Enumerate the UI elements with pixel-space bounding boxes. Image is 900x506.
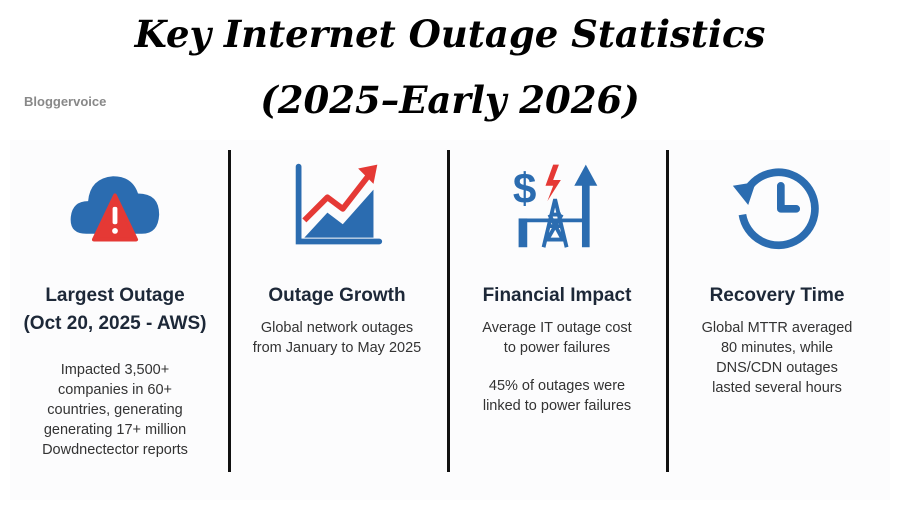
- stat-body-secondary: 45% of outages were linked to power fail…: [452, 376, 662, 416]
- watermark-logo: Bloggervoice: [24, 94, 107, 109]
- body-line: Global MTTR averaged: [701, 320, 853, 336]
- stat-outage-growth: Outage Growth Global network outages fro…: [232, 150, 442, 358]
- cloud-warning-icon: [10, 150, 220, 260]
- body-line: Dowdnectector reports: [42, 442, 188, 458]
- body-line: 80 minutes, while: [720, 340, 834, 356]
- body-line: from January to May 2025: [252, 340, 422, 356]
- growth-chart-icon: [232, 150, 442, 260]
- stat-recovery-time: Recovery Time Global MTTR averaged 80 mi…: [672, 150, 882, 398]
- stat-body: Impacted 3,500+ companies in 60+ countri…: [10, 360, 220, 460]
- body-line: linked to power failures: [482, 398, 632, 414]
- body-line: Average IT outage cost: [482, 320, 632, 336]
- stats-panel: [10, 140, 890, 500]
- body-line: 45% of outages were: [488, 378, 626, 394]
- body-line: DNS/CDN outages: [716, 360, 838, 376]
- body-line: companies in 60+: [57, 382, 173, 398]
- title-line-2: (2025–Early 2026): [260, 78, 640, 122]
- stat-heading: Largest Outage: [45, 285, 185, 306]
- body-line: Impacted 3,500+: [60, 362, 170, 378]
- body-line: to power failures: [503, 340, 611, 356]
- body-line: countries, generating: [47, 402, 183, 418]
- stat-body: Global MTTR averaged 80 minutes, while D…: [672, 318, 882, 398]
- clock-history-icon: [672, 150, 882, 260]
- title-line-1: Key Internet Outage Statistics: [134, 12, 766, 56]
- power-cost-icon: $: [452, 150, 662, 260]
- stat-body: Average IT outage cost to power failures: [452, 318, 662, 358]
- stat-heading: Financial Impact: [482, 285, 632, 306]
- body-line: lasted several hours: [712, 380, 842, 396]
- stat-subheading: (Oct 20, 2025 - AWS): [23, 313, 207, 334]
- svg-text:$: $: [513, 165, 537, 212]
- divider: [447, 150, 450, 472]
- stat-body: Global network outages from January to M…: [232, 318, 442, 358]
- stat-heading: Outage Growth: [268, 285, 406, 306]
- stat-financial-impact: $ Financial Impact Average IT outage cos…: [452, 150, 662, 416]
- stat-heading: Recovery Time: [709, 285, 845, 306]
- body-line: Global network outages: [260, 320, 414, 336]
- stat-largest-outage: Largest Outage (Oct 20, 2025 - AWS) Impa…: [10, 150, 220, 460]
- body-line: generating 17+ million: [43, 422, 187, 438]
- divider: [666, 150, 669, 472]
- divider: [228, 150, 231, 472]
